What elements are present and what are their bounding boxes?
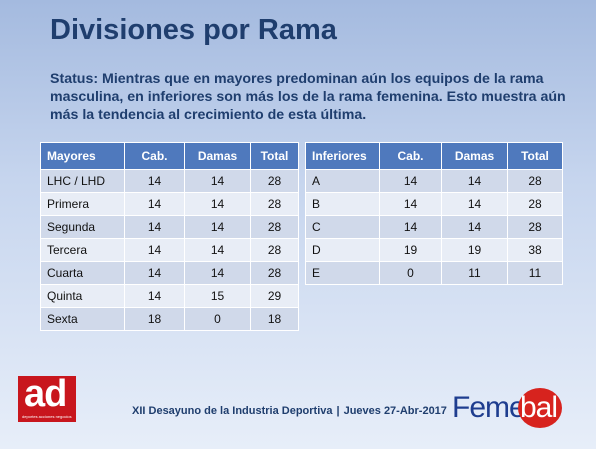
inferiores-table: Inferiores Cab. Damas Total A 14 14 28 B 14 1… — [305, 142, 563, 285]
table-row: Primera 14 14 28 — [40, 192, 299, 216]
table-cell: 14 — [124, 192, 185, 216]
ad-logo: ad deportes acciones negocios — [18, 373, 76, 422]
table-cell: 0 — [184, 307, 251, 331]
table-cell: 14 — [124, 215, 185, 239]
table-header-row: Mayores Cab. Damas Total — [40, 142, 299, 170]
column-header: Inferiores — [305, 142, 380, 170]
table-cell: 14 — [379, 215, 442, 239]
column-header: Damas — [184, 142, 251, 170]
table-cell: 14 — [441, 215, 508, 239]
table-cell: A — [305, 169, 380, 193]
table-cell: Tercera — [40, 238, 125, 262]
column-header: Total — [507, 142, 563, 170]
footer-date: Jueves 27-Abr-2017 — [343, 405, 447, 417]
table-cell: Quinta — [40, 284, 125, 308]
table-cell: 14 — [124, 169, 185, 193]
femebal-logo: Feme bal — [452, 388, 576, 430]
table-cell: 14 — [441, 169, 508, 193]
table-cell: Primera — [40, 192, 125, 216]
femebal-logo-fe: Feme — [452, 391, 526, 424]
table-cell: 15 — [184, 284, 251, 308]
table-cell: 11 — [507, 261, 563, 285]
table-cell: 14 — [124, 238, 185, 262]
table-cell: 14 — [184, 169, 251, 193]
table-cell: 11 — [441, 261, 508, 285]
table-cell: 14 — [124, 261, 185, 285]
table-row: Quinta 14 15 29 — [40, 284, 299, 308]
table-row: Sexta 18 0 18 — [40, 307, 299, 331]
table-row: A 14 14 28 — [305, 169, 563, 193]
table-cell: Cuarta — [40, 261, 125, 285]
table-cell: 28 — [250, 169, 299, 193]
table-cell: Sexta — [40, 307, 125, 331]
column-header: Mayores — [40, 142, 125, 170]
table-cell: B — [305, 192, 380, 216]
ad-logo-letters: ad — [24, 373, 67, 415]
table-row: LHC / LHD 14 14 28 — [40, 169, 299, 193]
table-cell: 28 — [507, 192, 563, 216]
table-cell: D — [305, 238, 380, 262]
table-cell: 0 — [379, 261, 442, 285]
table-cell: 28 — [507, 169, 563, 193]
mayores-table: Mayores Cab. Damas Total LHC / LHD 14 14 28… — [40, 142, 299, 331]
table-cell: 14 — [184, 192, 251, 216]
table-cell: Segunda — [40, 215, 125, 239]
table-cell: 18 — [250, 307, 299, 331]
table-cell: 14 — [379, 192, 442, 216]
table-cell: 28 — [250, 238, 299, 262]
table-cell: 38 — [507, 238, 563, 262]
table-cell: 14 — [379, 169, 442, 193]
table-cell: 18 — [124, 307, 185, 331]
table-cell: E — [305, 261, 380, 285]
footer-separator: | — [336, 405, 340, 417]
column-header: Cab. — [379, 142, 442, 170]
femebal-logo-bal: bal — [520, 391, 558, 424]
ad-logo-tagline: deportes acciones negocios — [22, 414, 72, 419]
footer-event: XII Desayuno de la Industria Deportiva — [132, 405, 333, 417]
table-cell: LHC / LHD — [40, 169, 125, 193]
table-cell: 14 — [184, 238, 251, 262]
table-cell: C — [305, 215, 380, 239]
table-cell: 28 — [250, 261, 299, 285]
column-header: Damas — [441, 142, 508, 170]
page-title: Divisiones por Rama — [50, 14, 337, 46]
table-cell: 28 — [250, 192, 299, 216]
table-row: B 14 14 28 — [305, 192, 563, 216]
femebal-ball-icon — [518, 388, 562, 428]
table-header-row: Inferiores Cab. Damas Total — [305, 142, 563, 170]
table-row: E 0 11 11 — [305, 261, 563, 285]
table-row: Tercera 14 14 28 — [40, 238, 299, 262]
table-row: Segunda 14 14 28 — [40, 215, 299, 239]
table-cell: 19 — [441, 238, 508, 262]
status-text: Status: Mientras que en mayores predomin… — [50, 71, 566, 123]
column-header: Cab. — [124, 142, 185, 170]
table-cell: 14 — [184, 261, 251, 285]
table-cell: 28 — [507, 215, 563, 239]
table-row: D 19 19 38 — [305, 238, 563, 262]
column-header: Total — [250, 142, 299, 170]
table-cell: 14 — [124, 284, 185, 308]
footer-text: XII Desayuno de la Industria Deportiva | J… — [132, 405, 447, 417]
table-row: Cuarta 14 14 28 — [40, 261, 299, 285]
table-cell: 14 — [441, 192, 508, 216]
table-row: C 14 14 28 — [305, 215, 563, 239]
table-cell: 28 — [250, 215, 299, 239]
table-cell: 14 — [184, 215, 251, 239]
table-cell: 29 — [250, 284, 299, 308]
table-cell: 19 — [379, 238, 442, 262]
